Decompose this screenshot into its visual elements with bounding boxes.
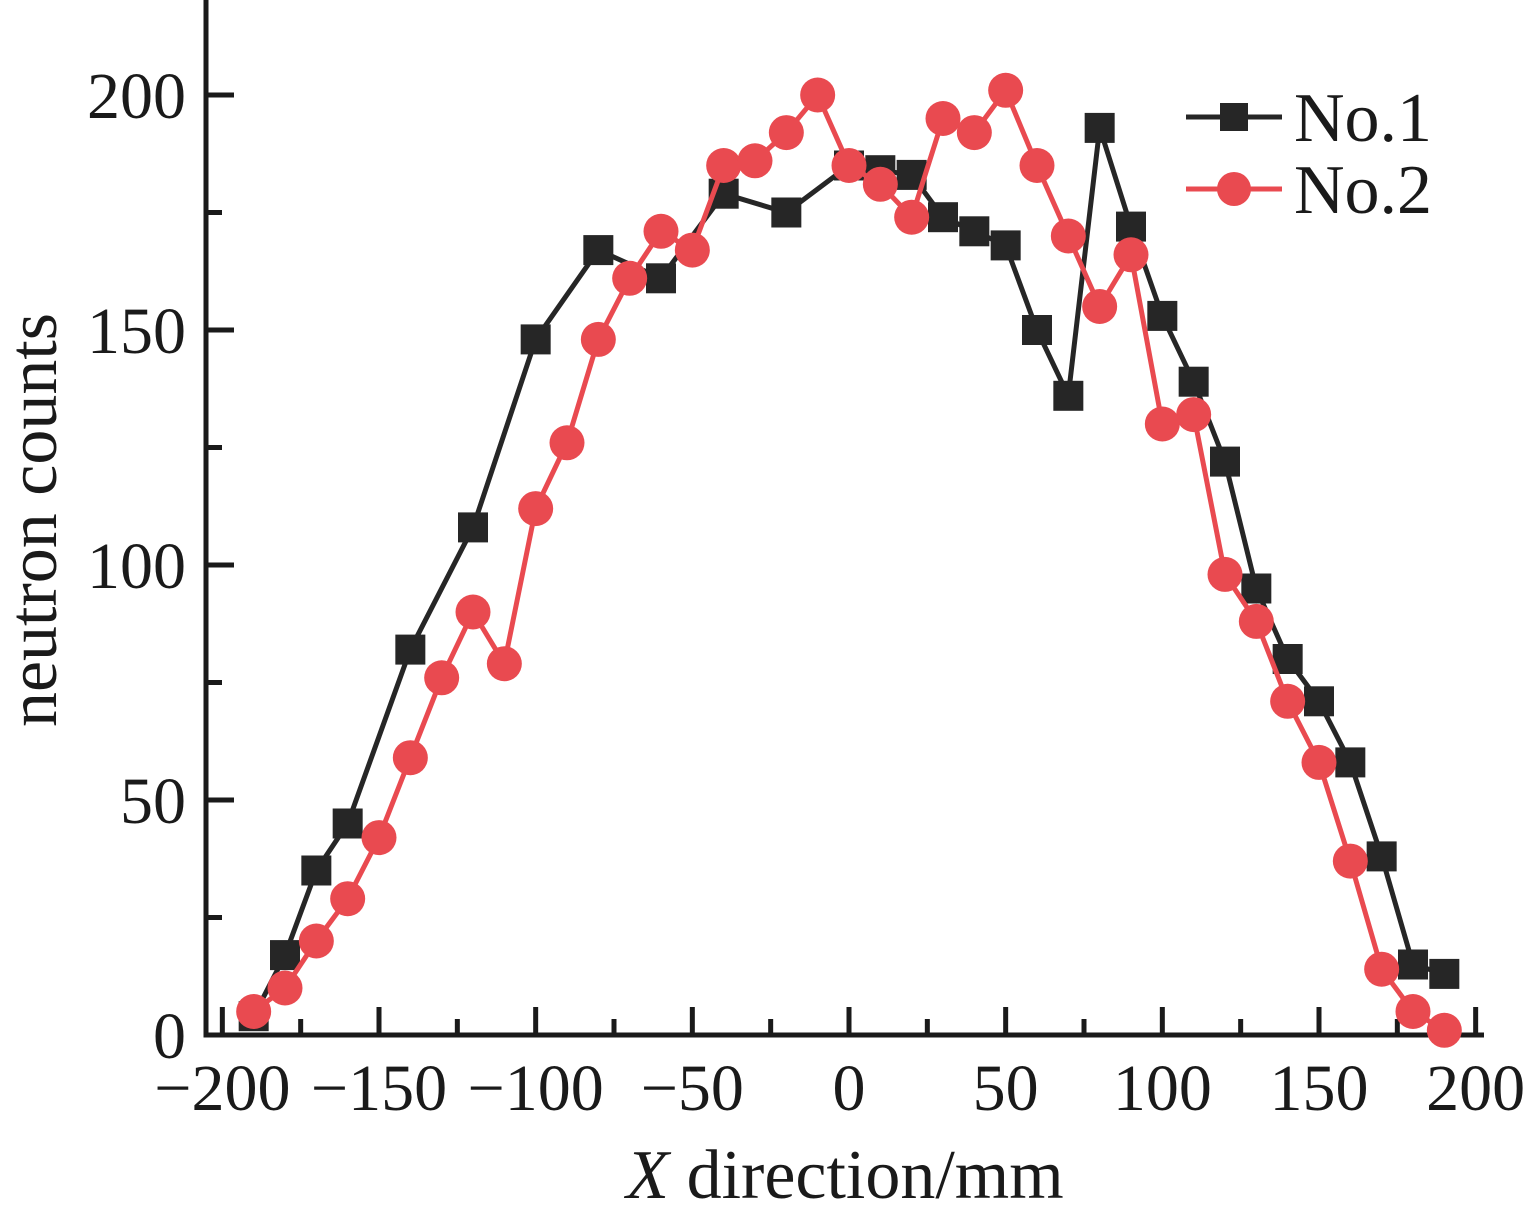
data-point-circle xyxy=(862,166,898,202)
data-point-square xyxy=(771,197,802,228)
data-point-circle xyxy=(1144,406,1180,442)
axes: −200 −150 −100 −50 0 50 100 150 200 0 50 100 150 200 xyxy=(87,0,1525,1125)
data-point-square xyxy=(1021,315,1052,345)
y-tick-label: 0 xyxy=(153,1000,186,1073)
data-point-circle xyxy=(643,213,679,249)
x-tick-label: −150 xyxy=(311,1052,447,1125)
data-point-circle xyxy=(1207,556,1243,592)
data-point-circle xyxy=(737,143,773,179)
legend-item-no2: No.2 xyxy=(1186,152,1432,229)
x-tick-label: 100 xyxy=(1113,1052,1212,1125)
data-point-circle xyxy=(1113,237,1149,273)
data-point-square xyxy=(1115,211,1146,242)
series-no2 xyxy=(236,72,1462,1048)
data-point-square xyxy=(520,324,551,355)
data-point-circle xyxy=(424,660,460,696)
data-point-square xyxy=(1209,446,1240,477)
data-point-square xyxy=(1335,747,1366,778)
legend-label: No.1 xyxy=(1294,80,1432,157)
data-point-circle xyxy=(706,148,742,183)
data-point-circle xyxy=(267,970,303,1006)
data-point-circle xyxy=(831,148,867,183)
legend-circle-marker xyxy=(1217,172,1251,206)
data-point-circle xyxy=(1019,148,1055,183)
x-axis-title: X direction/mm xyxy=(623,1137,1063,1214)
data-point-square xyxy=(1241,573,1272,604)
data-point-square xyxy=(583,235,614,266)
data-point-square xyxy=(458,512,489,543)
y-tick-label: 200 xyxy=(87,60,186,133)
data-point-square xyxy=(1147,300,1178,331)
data-point-circle xyxy=(518,491,554,527)
data-point-square xyxy=(646,263,677,294)
data-point-circle xyxy=(1301,744,1337,780)
data-point-square xyxy=(395,634,426,665)
data-point-square xyxy=(1366,841,1397,872)
legend: No.1No.2 xyxy=(1186,80,1432,229)
x-tick-label: 0 xyxy=(833,1052,866,1125)
data-point-square xyxy=(1084,112,1115,143)
data-point-square xyxy=(332,808,363,839)
series-line-no2 xyxy=(252,85,1446,1033)
data-point-circle xyxy=(1176,397,1212,433)
data-point-circle xyxy=(612,260,648,296)
data-point-circle xyxy=(1050,218,1086,254)
x-tick-label: 200 xyxy=(1426,1052,1525,1125)
data-point-circle xyxy=(236,994,272,1029)
x-tick-label: −50 xyxy=(641,1052,744,1125)
data-point-square xyxy=(1397,949,1428,980)
y-axis-title: neutron counts xyxy=(0,313,72,727)
data-point-circle xyxy=(392,740,428,776)
data-point-circle xyxy=(768,115,804,151)
data-point-square xyxy=(301,855,332,886)
data-point-square xyxy=(1053,380,1084,411)
data-point-square xyxy=(927,202,958,233)
data-point-circle xyxy=(956,115,992,151)
data-point-circle xyxy=(549,425,585,461)
data-point-circle xyxy=(486,646,522,682)
data-point-circle xyxy=(361,820,397,856)
y-tick-label: 100 xyxy=(87,530,186,603)
legend-square-marker xyxy=(1220,103,1248,131)
data-point-circle xyxy=(298,923,334,959)
series-line-no1 xyxy=(251,127,1446,1018)
data-point-circle xyxy=(1426,1012,1462,1048)
data-point-circle xyxy=(988,72,1024,108)
data-point-square xyxy=(990,230,1021,261)
data-point-circle xyxy=(1395,994,1431,1029)
data-point-circle xyxy=(330,881,366,917)
data-point-square xyxy=(1303,686,1334,717)
data-point-circle xyxy=(455,594,491,630)
data-point-circle xyxy=(1364,951,1400,987)
data-point-circle xyxy=(800,77,836,113)
data-point-circle xyxy=(674,232,710,268)
x-tick-label: −200 xyxy=(154,1052,290,1125)
data-point-circle xyxy=(1332,843,1368,879)
legend-label: No.2 xyxy=(1294,152,1432,229)
x-tick-label: 150 xyxy=(1269,1052,1368,1125)
x-tick-label: 50 xyxy=(973,1052,1039,1125)
y-tick-label: 150 xyxy=(87,295,186,368)
x-tick-label: −100 xyxy=(468,1052,604,1125)
data-point-square xyxy=(1178,366,1209,397)
data-point-circle xyxy=(1270,683,1306,719)
data-point-circle xyxy=(894,199,930,235)
y-tick-label: 50 xyxy=(120,765,186,838)
data-point-circle xyxy=(1082,289,1118,324)
data-point-square xyxy=(1429,958,1460,989)
legend-item-no1: No.1 xyxy=(1186,80,1432,157)
series-no1 xyxy=(238,112,1460,1032)
data-point-circle xyxy=(1238,603,1274,639)
data-point-circle xyxy=(925,101,961,136)
data-point-square xyxy=(959,216,990,247)
data-point-circle xyxy=(580,321,616,357)
data-point-square xyxy=(270,940,301,971)
